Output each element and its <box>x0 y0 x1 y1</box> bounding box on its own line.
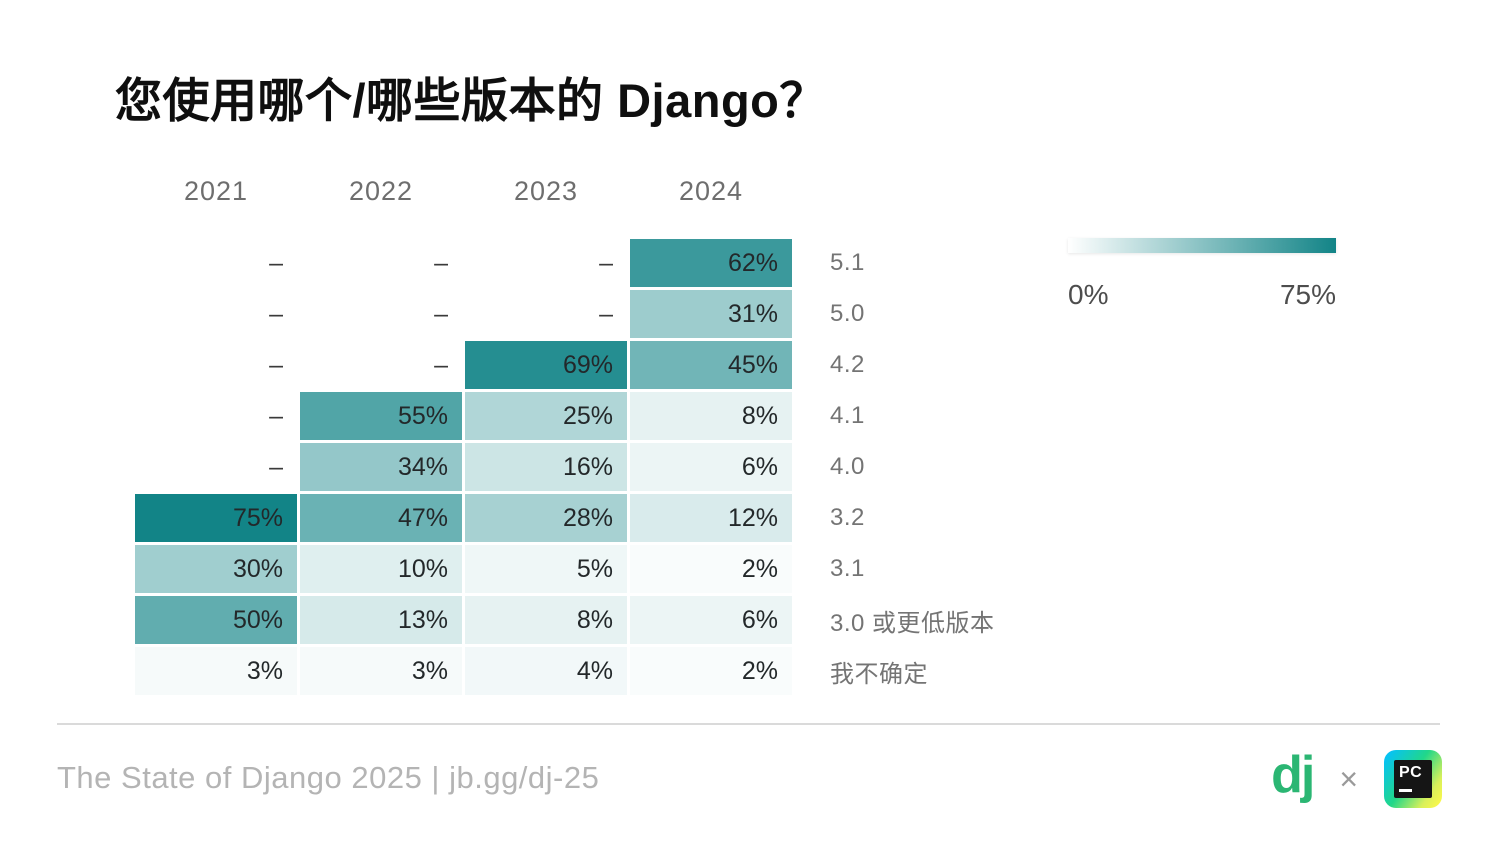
row-label: 我不确定 <box>830 660 928 688</box>
heatmap-cell: 34% <box>300 443 462 491</box>
table-row: 30% 10% 5% 2% 3.1 <box>135 545 995 593</box>
table-row: – – –62% 5.1 <box>135 239 995 287</box>
heatmap-cell: – <box>434 350 448 379</box>
color-scale-legend: 0% 75% <box>1068 238 1336 311</box>
heatmap-cell: 69% <box>465 341 627 389</box>
django-logo: dj <box>1271 746 1315 804</box>
table-row: 50% 13% 8% 6% 3.0 或更低版本 <box>135 596 995 644</box>
legend-max-label: 75% <box>1279 279 1336 310</box>
table-row: 75% 47% 28% 12% 3.2 <box>135 494 995 542</box>
heatmap-grid: – – –62% 5.1– – –31% 5.0– –69% 45% 4.2–55% 25% 8% 4.… <box>135 239 995 695</box>
heatmap-cell: 4% <box>465 647 627 695</box>
heatmap-cell: 6% <box>630 596 792 644</box>
pycharm-logo-text: PC <box>1399 764 1423 781</box>
row-label: 5.0 <box>830 300 865 327</box>
heatmap-cell: 16% <box>465 443 627 491</box>
row-label: 3.2 <box>830 504 865 531</box>
legend-gradient-bar <box>1068 238 1336 253</box>
heatmap-cell: 3% <box>135 647 297 695</box>
heatmap-cell: 6% <box>630 443 792 491</box>
page-title: 您使用哪个/哪些版本的 Django？ <box>115 74 827 127</box>
footer-divider <box>57 723 1440 725</box>
row-label: 4.2 <box>830 351 865 378</box>
pycharm-icon: PC <box>1384 750 1442 808</box>
heatmap-cell: 31% <box>630 290 792 338</box>
heatmap-cell: 8% <box>630 392 792 440</box>
heatmap-cell: 8% <box>465 596 627 644</box>
heatmap-cell: – <box>434 248 448 277</box>
heatmap-cell: 10% <box>300 545 462 593</box>
heatmap-cell: 25% <box>465 392 627 440</box>
year-header: 2024 <box>678 176 744 206</box>
heatmap-cell: 45% <box>630 341 792 389</box>
heatmap-cell: 55% <box>300 392 462 440</box>
heatmap-cell: 3% <box>300 647 462 695</box>
legend-labels: 0% 75% <box>1068 279 1336 311</box>
heatmap-cell: – <box>434 299 448 328</box>
pycharm-underscore-mark <box>1399 789 1412 792</box>
heatmap-cell: 5% <box>465 545 627 593</box>
heatmap-cell: 13% <box>300 596 462 644</box>
row-label: 3.1 <box>830 555 865 582</box>
year-header: 2022 <box>348 176 414 206</box>
year-headers: 2021 2022 2023 2024 <box>135 176 995 208</box>
cross-separator: × <box>1339 760 1358 797</box>
footer-logos: dj × PC <box>1271 744 1442 814</box>
heatmap-cell: – <box>269 401 283 430</box>
heatmap-cell: – <box>599 248 613 277</box>
heatmap-cell: 2% <box>630 647 792 695</box>
table-row: –55% 25% 8% 4.1 <box>135 392 995 440</box>
heatmap-cell: 50% <box>135 596 297 644</box>
heatmap-cell: 62% <box>630 239 792 287</box>
table-row: –34% 16% 6% 4.0 <box>135 443 995 491</box>
year-header: 2023 <box>513 176 579 206</box>
table-row: 3% 3% 4% 2% 我不确定 <box>135 647 995 695</box>
heatmap-cell: – <box>269 299 283 328</box>
row-label: 4.0 <box>830 453 865 480</box>
table-row: – – –31% 5.0 <box>135 290 995 338</box>
row-label: 3.0 或更低版本 <box>830 609 995 637</box>
heatmap-cell: – <box>599 299 613 328</box>
heatmap-cell: – <box>269 248 283 277</box>
footer-source-text: The State of Django 2025 | jb.gg/dj-25 <box>57 760 600 795</box>
heatmap-cell: 2% <box>630 545 792 593</box>
year-header: 2021 <box>183 176 249 206</box>
row-label: 4.1 <box>830 402 865 429</box>
heatmap-cell: 12% <box>630 494 792 542</box>
heatmap-chart: 2021 2022 2023 2024 – – –62% 5.1– – –31% 5.0– –69%… <box>135 176 995 698</box>
heatmap-cell: 47% <box>300 494 462 542</box>
heatmap-cell: 30% <box>135 545 297 593</box>
heatmap-cell: 28% <box>465 494 627 542</box>
heatmap-cell: – <box>269 350 283 379</box>
table-row: – –69% 45% 4.2 <box>135 341 995 389</box>
pycharm-pc-badge: PC <box>1394 760 1432 798</box>
legend-min-label: 0% <box>1068 279 1109 310</box>
heatmap-cell: – <box>269 452 283 481</box>
row-label: 5.1 <box>830 249 865 276</box>
heatmap-cell: 75% <box>135 494 297 542</box>
